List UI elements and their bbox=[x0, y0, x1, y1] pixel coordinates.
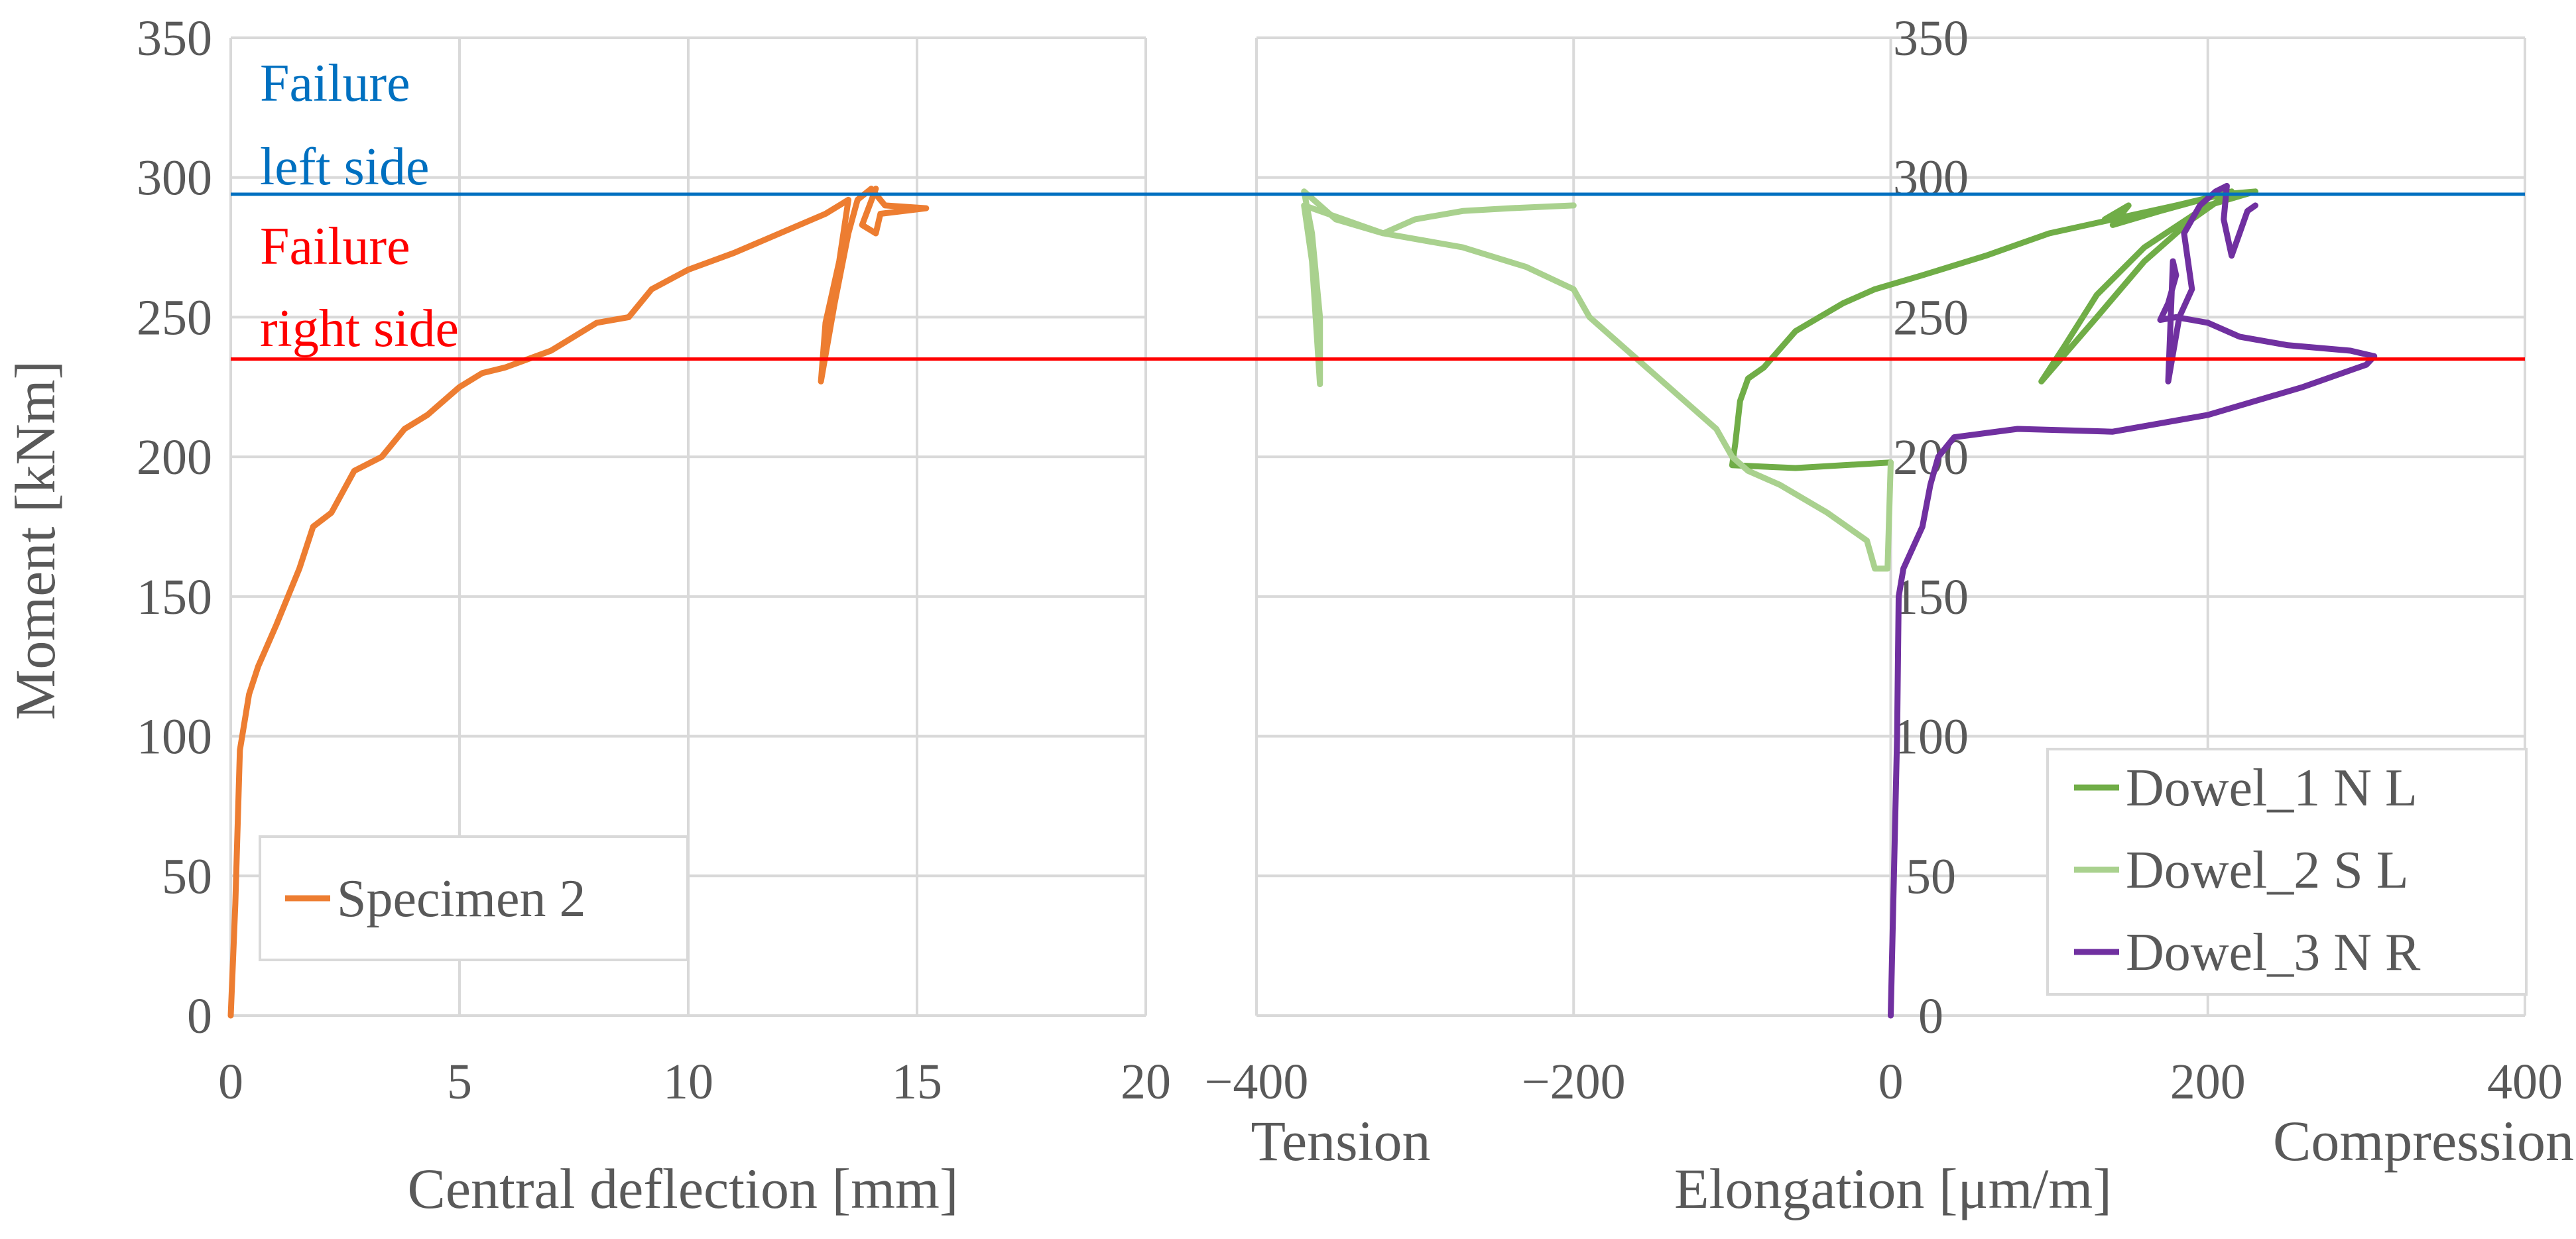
left-x-tick-label: 10 bbox=[663, 1054, 713, 1110]
legend-label-dowel-1: Dowel_1 N L bbox=[2126, 759, 2418, 817]
left-series bbox=[227, 186, 930, 1019]
series-dowel-2-s-l bbox=[1301, 188, 1894, 572]
right-y-tick-label: 250 bbox=[1893, 290, 1969, 345]
series-dowel-3-n-r bbox=[1888, 182, 2378, 1019]
right-x-tick-label: 400 bbox=[2487, 1054, 2563, 1110]
compression-label: Compression bbox=[2273, 1109, 2574, 1173]
right-y-tick-label: 0 bbox=[1918, 988, 1943, 1044]
right-y-tick-label: 300 bbox=[1893, 150, 1969, 206]
right-legend: Dowel_1 N L Dowel_2 S L Dowel_3 N R bbox=[2046, 748, 2528, 996]
left-y-ticks: 0 50 100 150 200 250 300 350 bbox=[137, 11, 212, 1044]
left-x-tick-label: 0 bbox=[218, 1054, 243, 1110]
failure-right-label-line2: right side bbox=[260, 300, 459, 358]
right-y-tick-label: 50 bbox=[1906, 849, 1956, 904]
tension-label: Tension bbox=[1251, 1109, 1430, 1173]
left-x-tick-label: 15 bbox=[892, 1054, 942, 1110]
series-dowel-1-n-l bbox=[1729, 188, 2258, 471]
left-y-tick-label: 250 bbox=[137, 290, 212, 345]
left-y-tick-label: 0 bbox=[187, 988, 212, 1044]
right-x-axis-label: Elongation [μm/m] bbox=[1674, 1157, 2112, 1220]
series-specimen-2 bbox=[227, 186, 930, 1019]
left-y-tick-label: 200 bbox=[137, 430, 212, 485]
left-y-tick-label: 350 bbox=[137, 11, 212, 66]
failure-left-label-line2: left side bbox=[260, 138, 429, 196]
left-legend-box bbox=[259, 835, 689, 961]
left-y-tick-label: 150 bbox=[137, 569, 212, 625]
left-x-tick-label: 5 bbox=[447, 1054, 472, 1110]
left-x-axis-label: Central deflection [mm] bbox=[407, 1157, 958, 1220]
failure-left-label-line1: Failure bbox=[260, 54, 410, 113]
left-y-tick-label: 50 bbox=[162, 849, 212, 904]
legend-label-dowel-3: Dowel_3 N R bbox=[2126, 923, 2421, 982]
right-y-tick-label: 100 bbox=[1893, 709, 1969, 765]
left-panel: 0 5 10 15 20 0 50 100 150 200 250 300 350 bbox=[137, 11, 1171, 1110]
right-x-tick-label: −400 bbox=[1205, 1054, 1309, 1110]
right-x-ticks: −400 −200 0 200 400 bbox=[1205, 1054, 2563, 1110]
right-y-tick-label: 150 bbox=[1893, 569, 1969, 625]
legend-label-specimen-2: Specimen 2 bbox=[337, 870, 585, 928]
failure-lines bbox=[231, 192, 2525, 361]
left-x-ticks: 0 5 10 15 20 bbox=[218, 1054, 1171, 1110]
left-y-tick-label: 300 bbox=[137, 150, 212, 206]
left-y-tick-label: 100 bbox=[137, 709, 212, 765]
right-y-tick-label: 350 bbox=[1893, 11, 1969, 66]
failure-right-label-line1: Failure bbox=[260, 217, 410, 276]
right-x-tick-label: 200 bbox=[2170, 1054, 2246, 1110]
right-x-tick-label: −200 bbox=[1522, 1054, 1626, 1110]
right-x-tick-label: 0 bbox=[1878, 1054, 1904, 1110]
right-series bbox=[1301, 182, 2378, 1019]
left-legend: Specimen 2 bbox=[259, 835, 689, 961]
right-legend-box bbox=[2046, 748, 2528, 996]
left-x-tick-label: 20 bbox=[1121, 1054, 1171, 1110]
right-panel: −400 −200 0 200 400 0 50 100 150 200 250 300 350 bbox=[1205, 11, 2563, 1110]
legend-label-dowel-2: Dowel_2 S L bbox=[2126, 841, 2409, 900]
y-axis-label: Moment [kNm] bbox=[3, 361, 67, 720]
